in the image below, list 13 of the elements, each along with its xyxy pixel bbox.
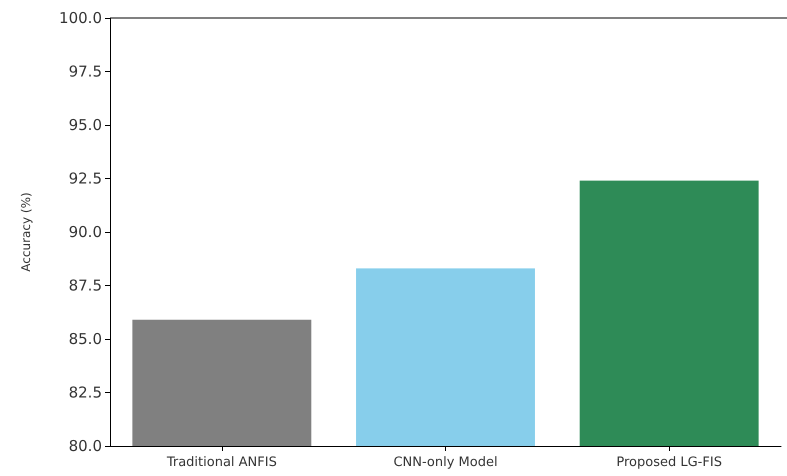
y-tick-label: 90.0: [68, 223, 102, 241]
x-tick-label: Traditional ANFIS: [166, 455, 277, 470]
y-tick-label: 82.5: [68, 384, 102, 402]
x-tick-label: CNN-only Model: [393, 455, 498, 470]
y-axis-title: Accuracy (%): [19, 192, 33, 272]
y-tick-label: 100.0: [59, 9, 102, 27]
y-tick-label: 85.0: [68, 330, 102, 348]
x-tick-label: Proposed LG-FIS: [616, 455, 722, 470]
y-tick-label: 95.0: [68, 116, 102, 134]
y-tick-label: 92.5: [68, 170, 102, 188]
y-tick-label: 87.5: [68, 276, 102, 294]
y-tick-label: 97.5: [68, 62, 102, 80]
y-tick-label: 80.0: [68, 437, 102, 455]
